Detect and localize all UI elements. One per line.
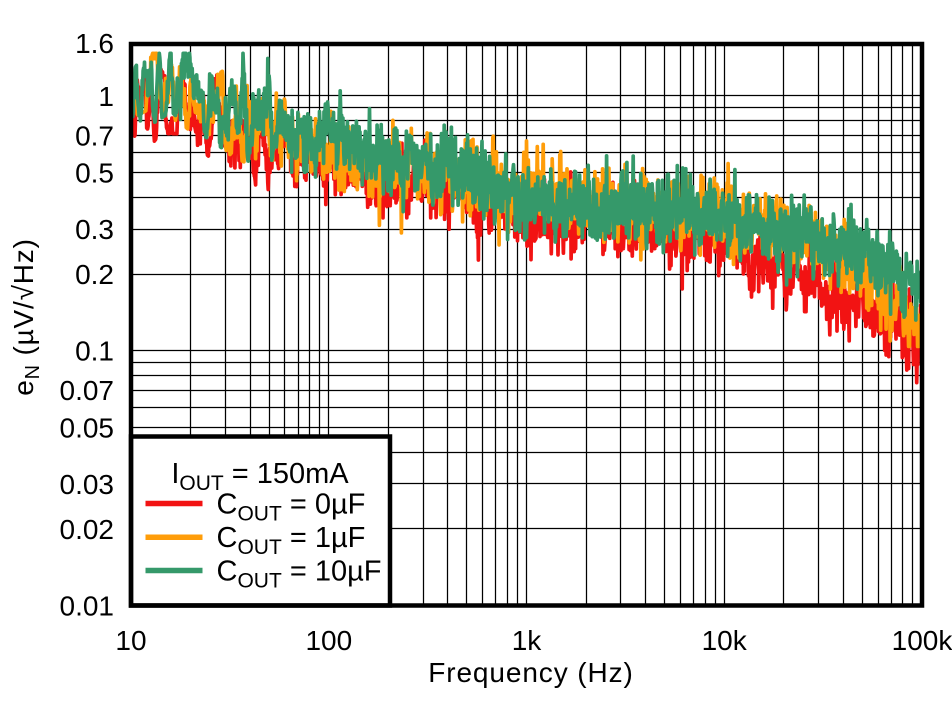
svg-text:COUT = 10µF: COUT = 10µF: [217, 556, 382, 593]
svg-text:0.1: 0.1: [75, 336, 114, 367]
svg-text:0.02: 0.02: [60, 514, 115, 545]
svg-text:10k: 10k: [702, 625, 748, 656]
svg-text:0.07: 0.07: [60, 375, 115, 406]
svg-text:1: 1: [98, 81, 114, 112]
svg-text:0.5: 0.5: [75, 158, 114, 189]
svg-text:0.05: 0.05: [60, 412, 115, 443]
svg-text:0.03: 0.03: [60, 469, 115, 500]
svg-text:0.01: 0.01: [60, 591, 115, 622]
svg-text:100: 100: [305, 625, 352, 656]
svg-text:100k: 100k: [892, 625, 952, 656]
svg-text:1.6: 1.6: [75, 28, 114, 59]
svg-text:1k: 1k: [512, 625, 543, 656]
svg-text:Frequency (Hz): Frequency (Hz): [428, 657, 634, 688]
svg-text:0.2: 0.2: [75, 259, 114, 290]
svg-text:eN (µV/√Hz): eN (µV/√Hz): [8, 238, 44, 395]
svg-text:10: 10: [115, 625, 146, 656]
svg-text:IOUT = 150mA: IOUT = 150mA: [171, 458, 349, 495]
svg-text:0.7: 0.7: [75, 121, 114, 152]
svg-text:0.3: 0.3: [75, 214, 114, 245]
